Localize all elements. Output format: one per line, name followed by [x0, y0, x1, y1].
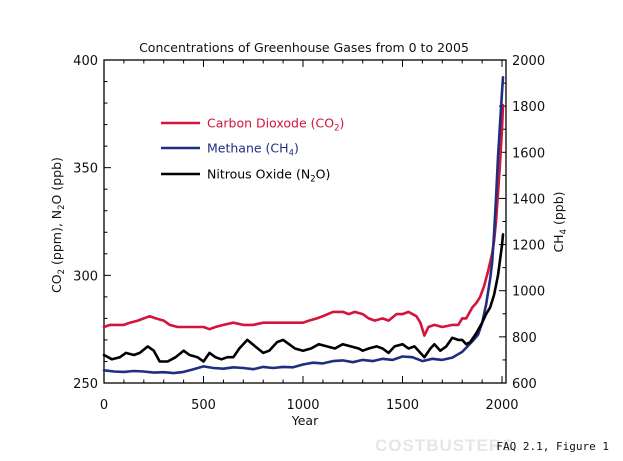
y-axis-left-title: CO2 (ppm), N2O (ppb): [49, 157, 67, 293]
y-right-tick-label: 1800: [512, 100, 545, 115]
y-left-tick-label: 300: [73, 269, 98, 284]
legend-label-ch4: Methane (CH4): [207, 141, 299, 159]
plot-frame: [103, 59, 507, 384]
chart-title: Concentrations of Greenhouse Gases from …: [139, 40, 469, 55]
series-line-co2: [102, 103, 505, 337]
y-left-tick-label: 400: [73, 54, 98, 69]
x-tick-label: 500: [191, 398, 216, 413]
y-right-tick-label: 800: [512, 331, 537, 346]
x-axis-title: Year: [291, 413, 319, 428]
y-axis-left: 250 300 350 400: [73, 54, 111, 392]
series-line-n2o: [102, 233, 505, 363]
series-layer: [102, 76, 505, 375]
legend-label-n2o: Nitrous Oxide (N2O): [207, 167, 330, 185]
y-right-tick-label: 1400: [512, 192, 545, 207]
legend: Carbon Dioxode (CO2) Methane (CH4) Nitro…: [161, 116, 344, 185]
x-tick-label: 2000: [485, 398, 518, 413]
y-left-tick-label: 250: [73, 377, 98, 392]
x-tick-label: 1000: [286, 398, 319, 413]
y-right-tick-label: 1000: [512, 285, 545, 300]
y-right-tick-label: 1600: [512, 146, 545, 161]
figure-label: FAQ 2.1, Figure 1: [496, 440, 609, 453]
x-tick-label: 1500: [386, 398, 419, 413]
series-line-ch4: [102, 76, 505, 375]
x-axis: 0 500 1000 1500 2000: [100, 60, 519, 413]
y-axis-right-title: CH4 (ppb): [551, 191, 569, 252]
legend-label-co2: Carbon Dioxode (CO2): [207, 116, 344, 134]
y-right-tick-label: 600: [512, 377, 537, 392]
y-right-tick-label: 1200: [512, 239, 545, 254]
watermark-text: COSTBUSTERS: [375, 436, 515, 455]
y-right-tick-label: 2000: [512, 54, 545, 69]
y-left-tick-label: 350: [73, 162, 98, 177]
x-tick-label: 0: [100, 398, 108, 413]
